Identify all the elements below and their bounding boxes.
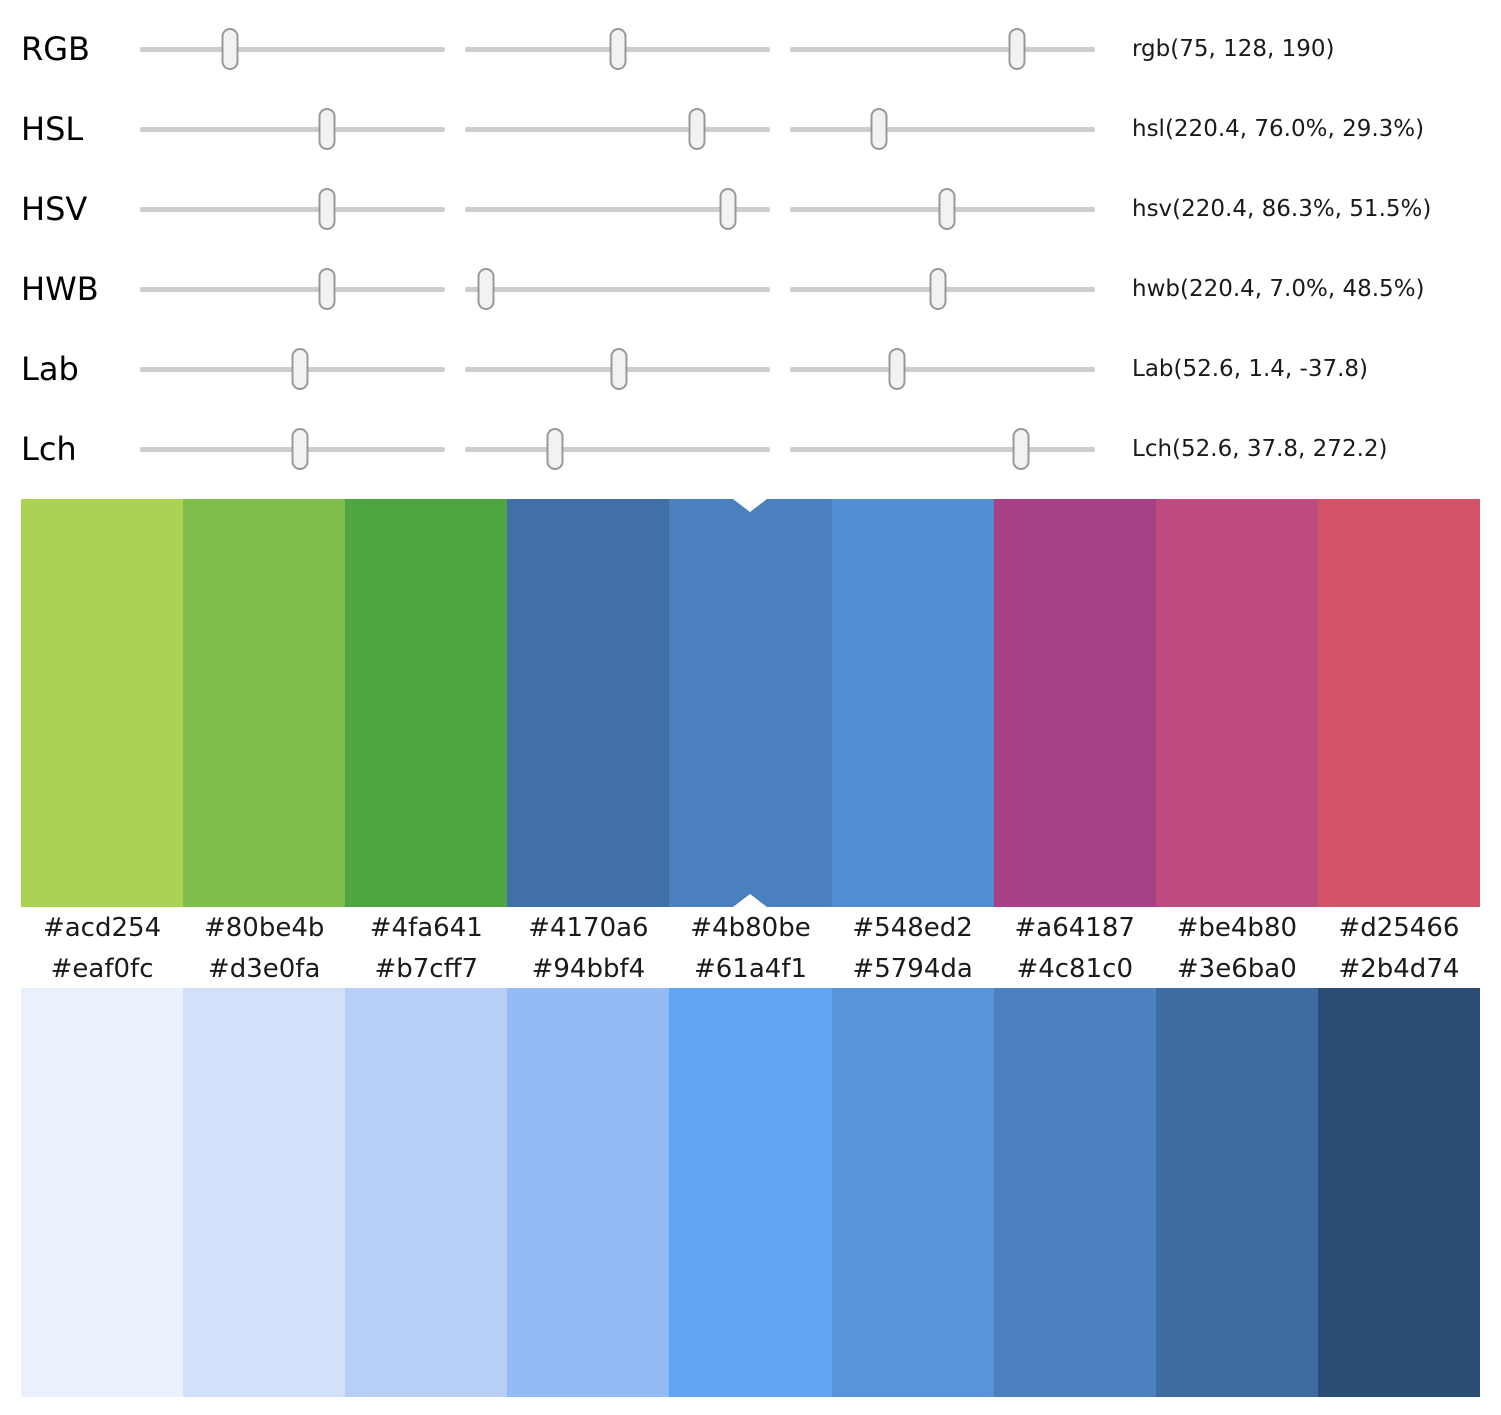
hue-swatch-7[interactable] [993,499,1156,907]
slider-track-hsv-3[interactable] [790,188,1095,230]
slider-value-hwb: hwb(220.4, 7.0%, 48.5%) [1132,276,1425,302]
slider-row-hsv: HSV hsv(220.4, 86.3%, 51.5%) [0,169,1501,249]
slider-label-lab: Lab [21,350,79,388]
slider-label-hsl: HSL [21,110,84,148]
selected-caret-top-icon [733,499,768,512]
tint-swatch-6[interactable] [831,988,994,1397]
tint-palette [21,988,1480,1397]
slider-track-hwb-3[interactable] [790,268,1095,310]
hue-swatch-5[interactable] [669,499,832,907]
slider-track-lab-3[interactable] [790,348,1095,390]
hue-hex-label-9: #d25466 [1338,913,1460,943]
slider-track-rgb-2[interactable] [465,28,770,70]
slider-thumb-hwb-2[interactable] [477,268,495,310]
slider-track-lab-1[interactable] [140,348,445,390]
slider-track-hsl-1[interactable] [140,108,445,150]
slider-value-lch: Lch(52.6, 37.8, 272.2) [1132,436,1388,462]
tint-swatch-7[interactable] [993,988,1156,1397]
slider-thumb-hwb-1[interactable] [318,268,336,310]
hue-hex-label-2: #80be4b [203,913,325,943]
hue-hex-label-6: #548ed2 [852,913,973,943]
slider-track-lab-2[interactable] [465,348,770,390]
hue-hex-label-8: #be4b80 [1176,913,1298,943]
tint-swatch-1[interactable] [21,988,184,1397]
slider-value-hsl: hsl(220.4, 76.0%, 29.3%) [1132,116,1425,142]
slider-thumb-hsv-2[interactable] [719,188,737,230]
slider-value-lab: Lab(52.6, 1.4, -37.8) [1132,356,1368,382]
slider-thumb-rgb-1[interactable] [221,28,239,70]
hue-swatch-8[interactable] [1155,499,1318,907]
slider-value-hsv: hsv(220.4, 86.3%, 51.5%) [1132,196,1432,222]
slider-row-hsl: HSL hsl(220.4, 76.0%, 29.3%) [0,89,1501,169]
slider-thumb-hsl-3[interactable] [870,108,888,150]
slider-thumb-hwb-3[interactable] [929,268,947,310]
slider-thumb-lab-1[interactable] [291,348,309,390]
tint-swatch-8[interactable] [1155,988,1318,1397]
slider-row-lab: Lab Lab(52.6, 1.4, -37.8) [0,329,1501,409]
slider-panel: RGB rgb(75, 128, 190) HSL hsl(220.4, 76.0%,… [0,0,1501,489]
hue-hex-label-4: #4170a6 [528,913,649,943]
slider-row-rgb: RGB rgb(75, 128, 190) [0,9,1501,89]
tint-hex-label-9: #2b4d74 [1338,953,1460,984]
tint-hex-label-1: #eaf0fc [50,953,154,984]
slider-thumb-lab-2[interactable] [610,348,628,390]
slider-row-hwb: HWB hwb(220.4, 7.0%, 48.5%) [0,249,1501,329]
hue-swatch-6[interactable] [831,499,994,907]
tint-palette-hex-labels: #eaf0fc #d3e0fa #b7cff7 #94bbf4 #61a4f1 #5794… [21,949,1480,988]
hue-swatch-9[interactable] [1317,499,1480,907]
slider-track-hsl-2[interactable] [465,108,770,150]
slider-thumb-rgb-2[interactable] [609,28,627,70]
slider-thumb-hsv-1[interactable] [318,188,336,230]
slider-thumb-lch-2[interactable] [546,428,564,470]
hue-hex-label-1: #acd254 [42,913,162,943]
tint-hex-label-3: #b7cff7 [374,953,479,984]
slider-thumb-hsl-1[interactable] [318,108,336,150]
tint-swatch-2[interactable] [183,988,346,1397]
slider-thumb-lch-1[interactable] [291,428,309,470]
slider-row-lch: Lch Lch(52.6, 37.8, 272.2) [0,409,1501,489]
slider-thumb-rgb-3[interactable] [1008,28,1026,70]
tint-swatch-9[interactable] [1317,988,1480,1397]
hue-swatch-1[interactable] [21,499,184,907]
hue-swatch-3[interactable] [345,499,508,907]
slider-track-hsv-1[interactable] [140,188,445,230]
slider-label-hwb: HWB [21,270,99,308]
tint-swatch-4[interactable] [507,988,670,1397]
slider-track-hsl-3[interactable] [790,108,1095,150]
hue-swatch-2[interactable] [183,499,346,907]
slider-thumb-lch-3[interactable] [1012,428,1030,470]
tint-hex-label-4: #94bbf4 [531,953,646,984]
slider-thumb-lab-3[interactable] [888,348,906,390]
tint-hex-label-6: #5794da [852,953,973,984]
slider-track-hsv-2[interactable] [465,188,770,230]
tint-swatch-3[interactable] [345,988,508,1397]
slider-label-hsv: HSV [21,190,88,228]
hue-palette [21,499,1480,907]
hue-swatch-4[interactable] [507,499,670,907]
tint-hex-label-5: #61a4f1 [693,953,808,984]
slider-track-rgb-1[interactable] [140,28,445,70]
hue-hex-label-3: #4fa641 [369,913,483,943]
hue-palette-hex-labels: #acd254 #80be4b #4fa641 #4170a6 #4b80be #548e… [21,907,1480,949]
tint-hex-label-8: #3e6ba0 [1176,953,1297,984]
hue-hex-label-7: #a64187 [1014,913,1135,943]
tint-hex-label-7: #4c81c0 [1016,953,1133,984]
slider-track-hwb-1[interactable] [140,268,445,310]
slider-track-lch-1[interactable] [140,428,445,470]
selected-caret-bottom-icon [733,894,768,907]
tint-hex-label-2: #d3e0fa [207,953,321,984]
slider-thumb-hsv-3[interactable] [938,188,956,230]
slider-track-hwb-2[interactable] [465,268,770,310]
slider-label-rgb: RGB [21,30,90,68]
slider-value-rgb: rgb(75, 128, 190) [1132,36,1335,62]
slider-label-lch: Lch [21,430,77,468]
slider-track-lch-2[interactable] [465,428,770,470]
slider-thumb-hsl-2[interactable] [688,108,706,150]
tint-swatch-5[interactable] [669,988,832,1397]
hue-hex-label-5: #4b80be [690,913,811,943]
slider-track-lch-3[interactable] [790,428,1095,470]
slider-track-rgb-3[interactable] [790,28,1095,70]
